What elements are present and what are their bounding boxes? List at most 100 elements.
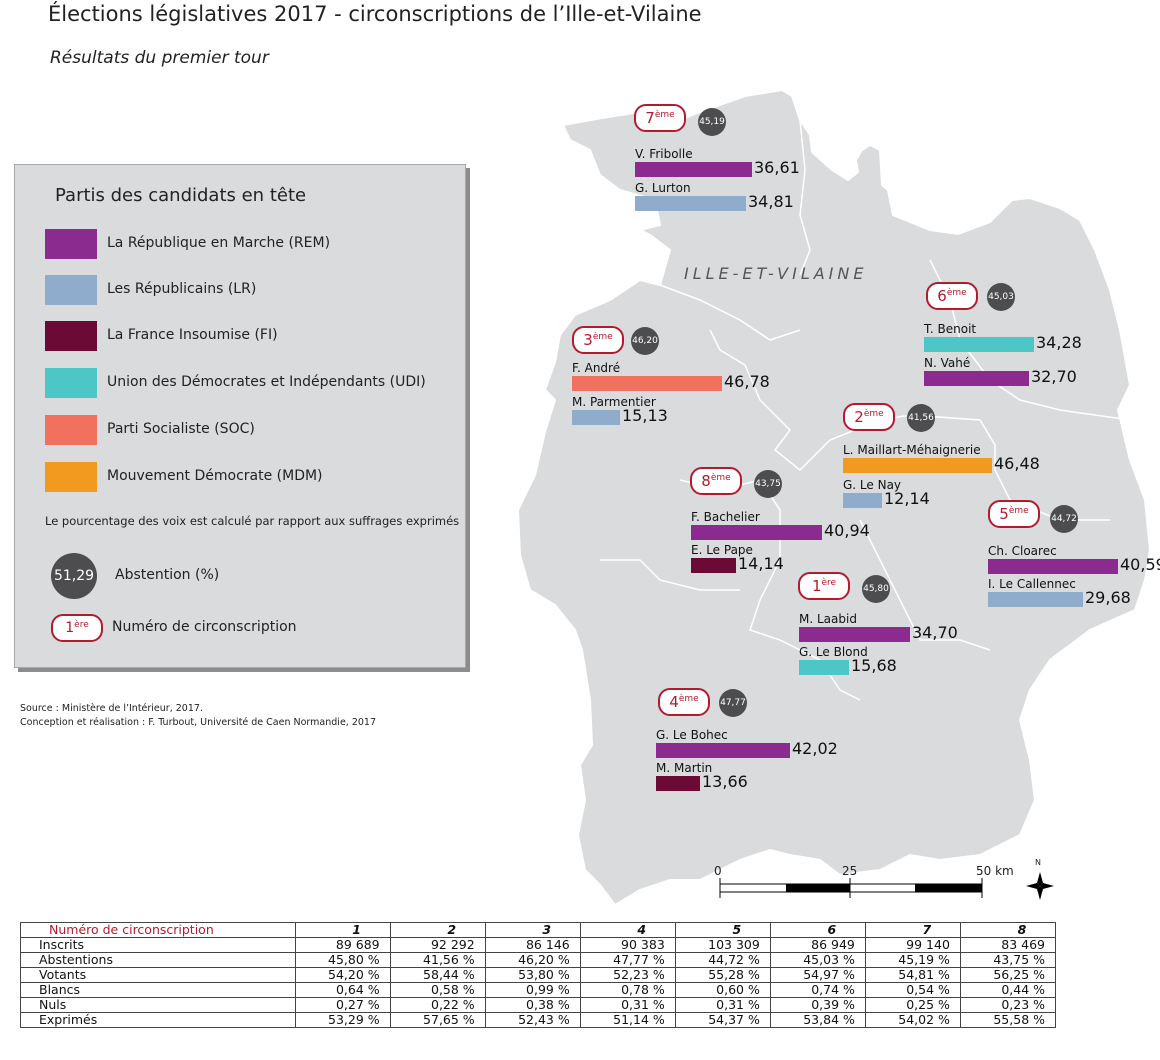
- compass-rose-icon: [1026, 872, 1054, 900]
- legend-swatch: [45, 229, 97, 259]
- table-header-cell: 3: [484, 922, 581, 938]
- table-header-cell: 6: [769, 922, 866, 938]
- candidate-bar: [635, 196, 746, 211]
- candidate-bar: [924, 371, 1029, 386]
- table-header-row: Numéro de circonscription 1 2 3 4 5 6 7 …: [20, 922, 1057, 938]
- table-row: Exprimés 53,29 % 57,65 % 52,43 % 51,14 % 54,3…: [20, 1012, 1057, 1028]
- table-cell: 89 689: [294, 937, 391, 953]
- table-cell: 0,27 %: [294, 997, 391, 1013]
- table-cell: 46,20 %: [484, 952, 581, 968]
- candidate-percentage: 42,02: [792, 739, 838, 758]
- table-cell: 47,77 %: [579, 952, 676, 968]
- table-cell: 53,29 %: [294, 1012, 391, 1028]
- badge-suffix: ème: [1008, 506, 1029, 516]
- candidate-name: N. Vahé: [924, 356, 971, 370]
- abstention-circle: 46,20: [631, 327, 659, 355]
- table-row: Votants 54,20 % 58,44 % 53,80 % 52,23 % 55,28…: [20, 967, 1057, 983]
- circonscription-badge: 8ème: [690, 467, 742, 495]
- legend-swatch: [45, 275, 97, 305]
- department-label: ILLE-ET-VILAINE: [684, 264, 868, 283]
- table-cell: 0,31 %: [674, 997, 771, 1013]
- candidate-percentage: 12,14: [884, 489, 930, 508]
- table-cell: 54,20 %: [294, 967, 391, 983]
- table-cell: 52,23 %: [579, 967, 676, 983]
- candidate-bar: [656, 743, 790, 758]
- table-cell: 45,19 %: [864, 952, 961, 968]
- candidate-name: G. Le Bohec: [656, 728, 728, 742]
- table-header-cell: 4: [579, 922, 676, 938]
- legend-swatch: [45, 368, 97, 398]
- circonscription-badge: 3ème: [572, 326, 624, 354]
- candidate-percentage: 29,68: [1085, 588, 1131, 607]
- circonscription-badge: 6ème: [926, 282, 978, 310]
- legend-abstention-label: Abstention (%): [115, 567, 220, 583]
- candidate-bar: [799, 627, 910, 642]
- table-cell: 0,22 %: [389, 997, 486, 1013]
- table-header-cell: 7: [864, 922, 961, 938]
- badge-suffix: ère: [74, 620, 89, 630]
- candidate-name: G. Le Blond: [799, 645, 868, 659]
- abstention-circle: 43,75: [754, 470, 782, 498]
- legend: Partis des candidats en tête La Républiq…: [14, 164, 466, 668]
- candidate-name: I. Le Callennec: [988, 577, 1076, 591]
- table-cell: 0,44 %: [959, 982, 1057, 998]
- table-header-cell: 8: [959, 922, 1057, 938]
- scale-bar: [719, 878, 983, 898]
- badge-suffix: ème: [946, 288, 967, 298]
- candidate-percentage: 46,48: [994, 454, 1040, 473]
- candidate-bar: [572, 410, 620, 425]
- table-row-label: Inscrits: [20, 937, 296, 953]
- department-outline: [516, 88, 1152, 907]
- scale-label: 25: [842, 864, 858, 878]
- north-label: N: [1035, 858, 1041, 867]
- table-row-label: Exprimés: [20, 1012, 296, 1028]
- table-cell: 52,43 %: [484, 1012, 581, 1028]
- legend-label: Les Républicains (LR): [107, 281, 257, 297]
- candidate-bar: [843, 493, 882, 508]
- candidate-name: M. Martin: [656, 761, 713, 775]
- badge-number: 6: [937, 287, 947, 305]
- table-cell: 56,25 %: [959, 967, 1057, 983]
- candidate-name: M. Laabid: [799, 612, 857, 626]
- table-cell: 54,97 %: [769, 967, 866, 983]
- table-cell: 0,31 %: [579, 997, 676, 1013]
- legend-swatch: [45, 321, 97, 351]
- table-cell: 92 292: [389, 937, 486, 953]
- candidate-percentage: 13,66: [702, 772, 748, 791]
- candidate-percentage: 15,68: [851, 656, 897, 675]
- credits-line: Conception et réalisation : F. Turbout, …: [20, 717, 376, 728]
- circonscription-badge: 2ème: [843, 403, 895, 431]
- table-row: Inscrits 89 689 92 292 86 146 90 383 103 309 8…: [20, 937, 1057, 953]
- badge-suffix: ème: [678, 694, 699, 704]
- results-table: Numéro de circonscription 1 2 3 4 5 6 7 …: [20, 922, 1057, 1028]
- candidate-percentage: 46,78: [724, 372, 770, 391]
- table-row: Blancs 0,64 % 0,58 % 0,99 % 0,78 % 0,60 % 0,74…: [20, 982, 1057, 998]
- abstention-circle: 44,72: [1050, 505, 1078, 533]
- candidate-bar: [572, 376, 722, 391]
- table-cell: 0,38 %: [484, 997, 581, 1013]
- table-row: Nuls 0,27 % 0,22 % 0,38 % 0,31 % 0,31 % 0,39 %…: [20, 997, 1057, 1013]
- candidate-name: G. Le Nay: [843, 478, 902, 492]
- page-title: Élections législatives 2017 - circonscri…: [48, 2, 702, 26]
- badge-suffix: ème: [654, 110, 675, 120]
- badge-suffix: ème: [863, 409, 884, 419]
- table-cell: 86 949: [769, 937, 866, 953]
- circonscription-badge: 5ème: [988, 500, 1040, 528]
- abstention-circle: 45,03: [987, 283, 1015, 311]
- legend-label: La République en Marche (REM): [107, 235, 331, 251]
- page-subtitle: Résultats du premier tour: [50, 48, 269, 68]
- candidate-percentage: 34,28: [1036, 333, 1082, 352]
- table-cell: 53,80 %: [484, 967, 581, 983]
- candidate-name: Ch. Cloarec: [988, 544, 1057, 558]
- candidate-bar: [691, 558, 736, 573]
- badge-suffix: ème: [710, 473, 731, 483]
- candidate-bar: [799, 660, 849, 675]
- candidate-name: F. André: [572, 361, 621, 375]
- candidate-name: F. Bachelier: [691, 510, 760, 524]
- table-cell: 0,78 %: [579, 982, 676, 998]
- source-line: Source : Ministère de l’Intérieur, 2017.: [20, 703, 203, 714]
- badge-number: 5: [999, 505, 1009, 523]
- table-cell: 54,02 %: [864, 1012, 961, 1028]
- table-row-label: Abstentions: [20, 952, 296, 968]
- circonscription-badge: 1ère: [798, 572, 850, 600]
